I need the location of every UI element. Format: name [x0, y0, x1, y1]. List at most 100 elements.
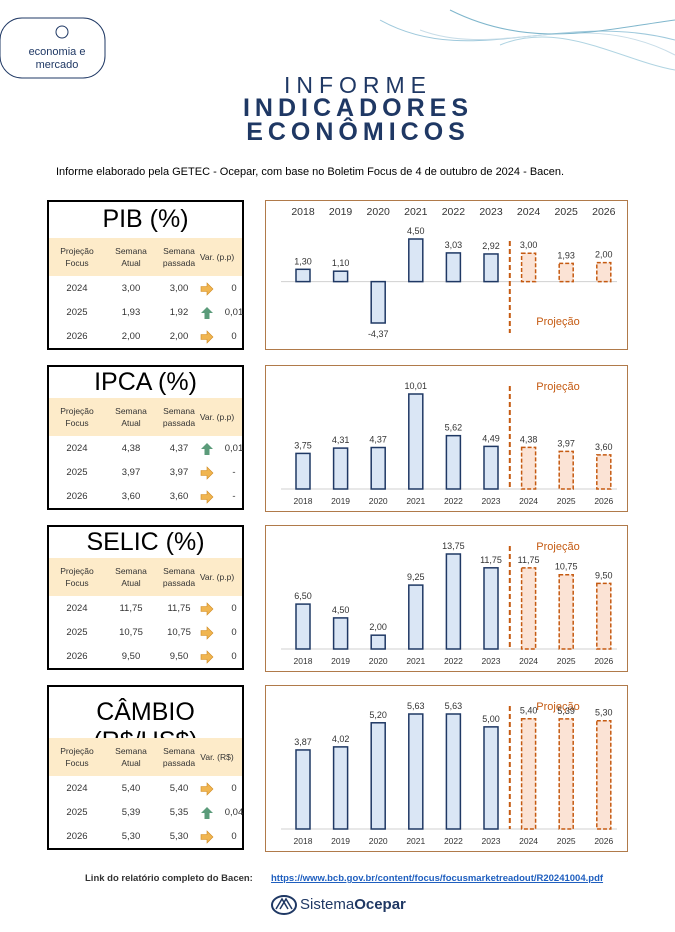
x-tick-label: 2024 — [519, 496, 538, 506]
table-cell: 5,30 — [169, 831, 189, 842]
value-label: 1,10 — [332, 258, 350, 268]
table-cell: - — [232, 491, 236, 502]
x-tick-label: 2022 — [444, 496, 463, 506]
table-title: IPCA (%) — [94, 367, 197, 396]
bar — [558, 450, 574, 490]
value-label: 4,02 — [332, 734, 350, 744]
column-header: Projeção Focus — [60, 406, 94, 428]
value-label: 5,30 — [595, 708, 613, 718]
arrow-shape — [200, 602, 214, 616]
value-label: 4,38 — [520, 434, 538, 444]
column-header: Var. (R$) — [200, 752, 234, 762]
chart-box: Projeção 1,30 2018 1,10 2019 -4,37 2020 4,50 202… — [265, 200, 628, 350]
column-header: Var. (p.p) — [199, 412, 235, 422]
table-cell: 3,60 — [121, 491, 141, 502]
value-label: -4,37 — [368, 329, 389, 339]
value-label: 5,40 — [520, 706, 538, 716]
table-cell: 0 — [231, 283, 237, 294]
title: INDICADORES ECONÔMICOS — [180, 94, 536, 145]
logo-line: mercado — [35, 59, 79, 71]
value-label: 5,63 — [445, 701, 463, 711]
value-label: 2,00 — [369, 622, 387, 632]
chart: Projeção 1,30 2018 1,10 2019 -4,37 2020 4,50 202… — [281, 206, 617, 339]
table-cell: 3,00 — [169, 283, 189, 294]
brand-name: Ocepar — [354, 896, 406, 913]
bar — [520, 717, 537, 830]
table-cell: 2025 — [66, 307, 88, 318]
link[interactable]: https://www.bcb.gov.br/content/focus/foc… — [271, 873, 604, 884]
value-label: 5,39 — [557, 706, 575, 716]
arrow-shape — [201, 307, 213, 319]
bar — [558, 718, 574, 830]
value-label: 3,75 — [294, 440, 312, 450]
x-tick-label: 2018 — [291, 206, 315, 218]
logo: economia e mercado — [22, 46, 92, 72]
table-cell: 11,75 — [167, 603, 191, 614]
indicator-table: IPCA (%) Projeção Focus Semana Atual Semana… — [47, 365, 244, 510]
table-cell: 0 — [231, 603, 237, 614]
bar — [445, 252, 462, 283]
table-cell: 0,01 — [224, 307, 244, 318]
x-tick-label: 2019 — [329, 206, 353, 218]
x-tick-label: 2021 — [406, 496, 425, 506]
bar — [483, 567, 499, 650]
arrow-right-icon — [200, 330, 214, 344]
bar — [520, 446, 537, 490]
bar — [483, 726, 499, 830]
x-tick-label: 2023 — [482, 836, 501, 846]
table-cell: 0,01 — [224, 443, 244, 454]
arrow-right-icon — [200, 282, 214, 296]
link-label: Link do relatório completo do Bacen: — [85, 873, 253, 884]
annotation: Projeção — [536, 381, 579, 393]
table-cell: 11,75 — [119, 603, 143, 614]
x-tick-label: 2024 — [519, 836, 538, 846]
x-tick-label: 2025 — [557, 656, 576, 666]
x-tick-label: 2022 — [444, 836, 463, 846]
x-tick-label: 2019 — [331, 836, 350, 846]
x-tick-label: 2022 — [442, 206, 466, 218]
table-cell: 2025 — [66, 467, 88, 478]
value-label: 1,30 — [294, 256, 312, 266]
arrow-right-icon — [200, 830, 214, 844]
table-cell: 2026 — [66, 491, 88, 502]
brand-icon — [271, 895, 297, 915]
bar — [332, 270, 349, 283]
table-cell: 3,00 — [121, 283, 141, 294]
table-cell: 10,75 — [167, 627, 191, 638]
table-cell: 5,40 — [121, 783, 141, 794]
title-line: INDICADORES — [242, 94, 473, 122]
value-label: 5,20 — [369, 710, 387, 720]
bar — [483, 445, 499, 490]
bar — [558, 573, 574, 650]
logo-line: economia e — [28, 46, 86, 58]
x-tick-label: 2020 — [369, 836, 388, 846]
x-tick-label: 2018 — [294, 656, 313, 666]
x-tick-label: 2022 — [444, 656, 463, 666]
arrow-right-icon — [200, 650, 214, 664]
value-label: 4,31 — [332, 435, 350, 445]
table-cell: 3,60 — [169, 491, 189, 502]
table-cell: - — [232, 467, 236, 478]
bar — [483, 253, 499, 283]
bar — [445, 713, 462, 830]
value-label: 10,01 — [405, 381, 428, 391]
bar — [445, 553, 462, 650]
table-cell: 5,35 — [169, 807, 189, 818]
bar — [370, 446, 386, 490]
arrow-shape — [201, 807, 213, 819]
column-header: Var. (p.p) — [199, 572, 235, 582]
table-cell: 2024 — [66, 603, 88, 614]
value-label: 5,63 — [407, 701, 425, 711]
table-header: Projeção Focus Semana Atual Semana passada… — [49, 238, 242, 276]
table-cell: 2026 — [66, 331, 88, 342]
annotation: Projeção — [536, 316, 579, 328]
arrow-shape — [200, 626, 214, 640]
value-label: 4,50 — [407, 226, 425, 236]
value-label: 5,62 — [445, 423, 463, 433]
arrow-shape — [200, 466, 214, 480]
value-label: 1,93 — [557, 250, 575, 260]
value-label: 3,60 — [595, 442, 613, 452]
value-label: 3,00 — [520, 240, 538, 250]
bar — [408, 393, 424, 490]
